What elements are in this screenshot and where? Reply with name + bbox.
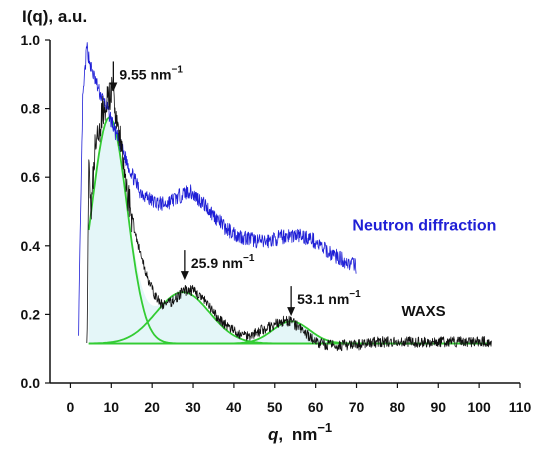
x-tick-label: 110 — [509, 399, 532, 415]
y-tick: 0.8 — [21, 101, 50, 117]
y-tick-label: 0.2 — [21, 306, 41, 322]
x-tick: 30 — [185, 383, 201, 415]
x-tick: 20 — [144, 383, 160, 415]
x-axis-title: q, nm−1 — [268, 420, 332, 444]
x-tick: 90 — [430, 383, 446, 415]
arrow-down-icon — [287, 307, 296, 317]
series-label: Neutron diffraction — [352, 217, 496, 234]
y-tick: 0.4 — [21, 238, 50, 254]
x-ticks: 0 10 20 30 40 50 60 70 80 90 100 110 — [67, 383, 532, 415]
fit-fill-area — [88, 116, 492, 344]
series-line-0 — [78, 42, 357, 336]
peak-annotation: 25.9 nm−1 — [180, 250, 255, 281]
x-tick: 0 — [67, 383, 75, 415]
x-tick: 110 — [509, 383, 532, 415]
arrow-down-icon — [109, 82, 118, 92]
data-series — [78, 42, 492, 352]
x-tick-label: 0 — [67, 399, 75, 415]
peak-label: 9.55 nm−1 — [119, 64, 183, 82]
x-tick-label: 80 — [390, 399, 406, 415]
x-tick-label: 10 — [104, 399, 120, 415]
y-tick-label: 1.0 — [21, 32, 41, 48]
y-tick-label: 0.6 — [21, 169, 41, 185]
y-tick: 1.0 — [21, 32, 50, 48]
peak-annotation: 53.1 nm−1 — [287, 286, 361, 317]
peak-label: 25.9 nm−1 — [191, 253, 255, 271]
y-tick: 0.6 — [21, 169, 50, 185]
x-tick: 80 — [390, 383, 406, 415]
fit-envelope-fill — [88, 116, 492, 344]
peak-annotation: 9.55 nm−1 — [109, 61, 183, 92]
x-tick-label: 60 — [308, 399, 324, 415]
x-axis-unit: nm — [292, 425, 318, 444]
x-tick-label: 90 — [430, 399, 446, 415]
x-tick: 10 — [104, 383, 120, 415]
x-axis-unit-exponent: −1 — [317, 420, 332, 435]
peak-label: 53.1 nm−1 — [297, 289, 361, 307]
x-tick-label: 50 — [267, 399, 283, 415]
arrow-down-icon — [180, 271, 189, 281]
series-label: WAXS — [401, 303, 445, 320]
x-tick: 60 — [308, 383, 324, 415]
x-tick-label: 40 — [226, 399, 242, 415]
x-tick: 40 — [226, 383, 242, 415]
peak-annotations: 9.55 nm−1 25.9 nm−1 53.1 nm−1 — [109, 61, 361, 317]
y-tick-label: 0.8 — [21, 101, 41, 117]
axes — [49, 40, 520, 384]
x-axis-variable: q — [268, 425, 279, 444]
series-labels: Neutron diffraction WAXS — [352, 217, 496, 320]
y-ticks: 0.0 0.2 0.4 0.6 0.8 1.0 — [21, 32, 50, 391]
y-tick: 0.2 — [21, 306, 50, 322]
y-tick: 0.0 — [21, 375, 50, 391]
y-tick-label: 0.4 — [21, 238, 41, 254]
x-tick-label: 20 — [144, 399, 160, 415]
x-tick-label: 100 — [467, 399, 491, 415]
x-tick-label: 30 — [185, 399, 201, 415]
x-tick: 70 — [349, 383, 365, 415]
y-axis-title: I(q), a.u. — [22, 7, 87, 26]
series-line-1 — [86, 76, 492, 352]
x-tick: 50 — [267, 383, 283, 415]
x-tick: 100 — [467, 383, 491, 415]
x-tick-label: 70 — [349, 399, 365, 415]
y-tick-label: 0.0 — [21, 375, 41, 391]
